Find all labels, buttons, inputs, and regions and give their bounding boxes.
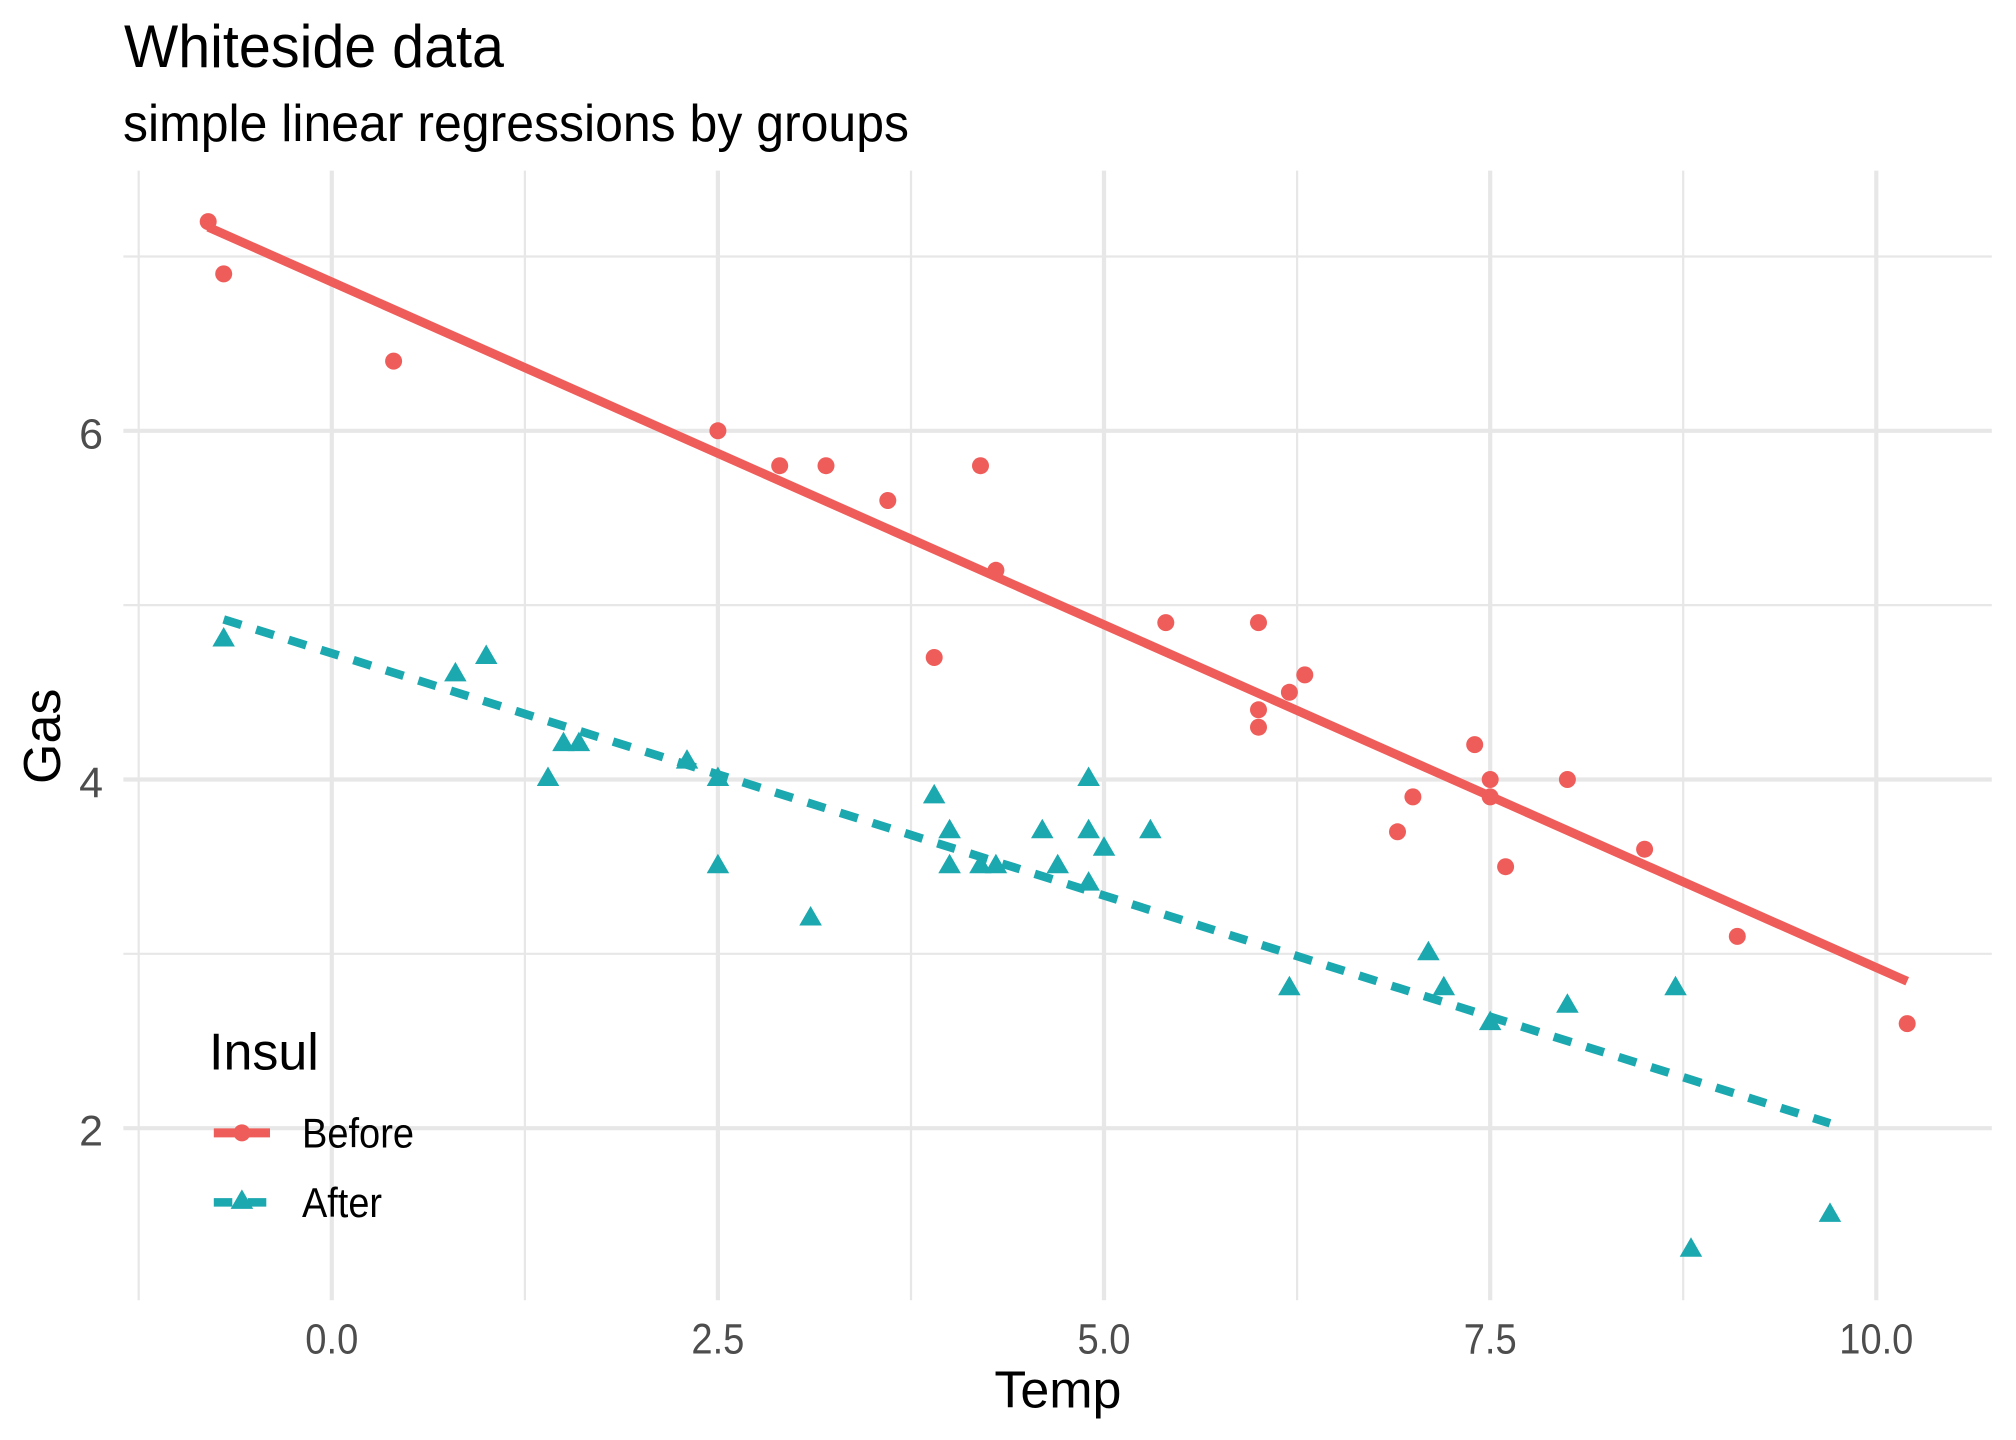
svg-text:2: 2 — [79, 1108, 103, 1156]
svg-text:After: After — [302, 1179, 382, 1226]
svg-text:Before: Before — [302, 1110, 414, 1157]
svg-text:2.5: 2.5 — [691, 1316, 744, 1364]
svg-text:5.0: 5.0 — [1078, 1316, 1131, 1364]
svg-text:6: 6 — [79, 410, 103, 458]
svg-text:10.0: 10.0 — [1839, 1316, 1913, 1364]
svg-text:Gas: Gas — [14, 689, 72, 784]
svg-text:0.0: 0.0 — [305, 1316, 358, 1364]
svg-text:simple linear regressions by g: simple linear regressions by groups — [123, 95, 909, 153]
svg-text:Insul: Insul — [209, 1024, 319, 1082]
svg-text:7.5: 7.5 — [1464, 1316, 1517, 1364]
svg-text:Whiteside data: Whiteside data — [124, 13, 505, 80]
svg-text:4: 4 — [79, 759, 103, 807]
svg-text:Temp: Temp — [994, 1362, 1121, 1420]
